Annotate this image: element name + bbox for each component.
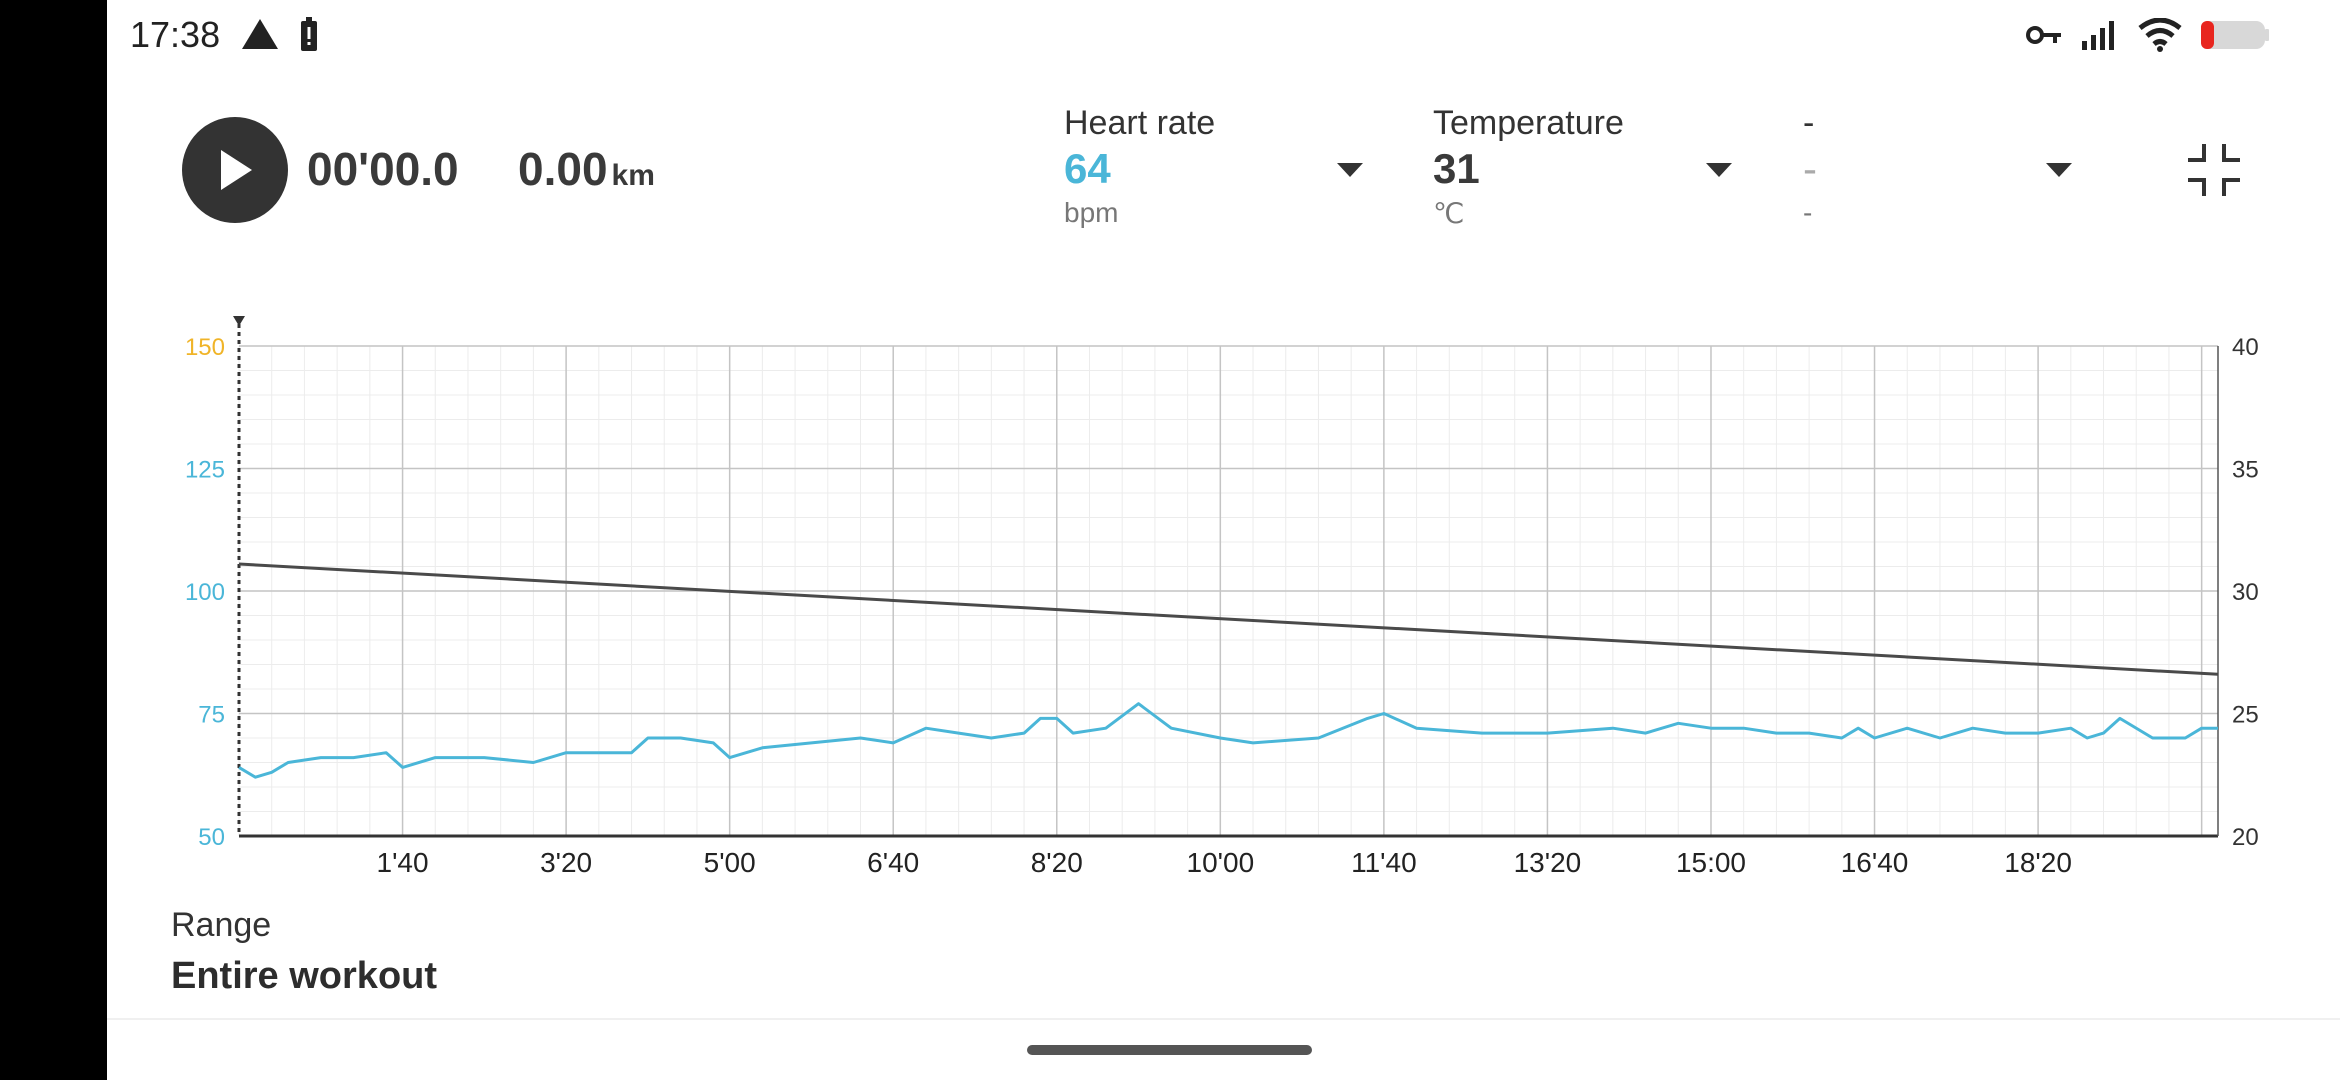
dropdown-arrow-icon[interactable]: [1336, 162, 1364, 178]
distance-readout: 0.00 km: [518, 142, 655, 196]
x-tick-label: 6'40: [867, 847, 919, 878]
heart-rate-line: [238, 702, 2218, 779]
metric-label: -: [1803, 104, 1815, 142]
metric-selector-empty[interactable]: - - -: [1803, 104, 2073, 229]
camera-cutout: [0, 0, 107, 1080]
x-tick-label: 11'40: [1351, 847, 1417, 878]
range-label: Range: [171, 906, 272, 944]
metric-unit: ℃: [1433, 198, 1465, 229]
status-left-icons: [240, 16, 320, 52]
y-right-tick-label: 40: [2232, 334, 2259, 361]
status-right-icons: [2026, 18, 2270, 52]
signal-icon: [2082, 21, 2114, 50]
dropdown-arrow-icon[interactable]: [2045, 162, 2073, 178]
y-left-tick-label: 100: [185, 579, 225, 606]
home-indicator[interactable]: [1027, 1045, 1312, 1055]
metric-value: 64: [1064, 145, 1111, 192]
metric-selector-heart-rate[interactable]: Heart rate 64 bpm: [1064, 104, 1364, 229]
x-tick-label: 13'20: [1514, 847, 1582, 878]
play-button[interactable]: [182, 117, 288, 223]
status-time: 17:38: [130, 14, 221, 55]
y-left-tick-label: 125: [185, 457, 225, 484]
x-tick-label: 1'40: [377, 847, 429, 878]
x-tick-label: 18'20: [2004, 847, 2072, 878]
metric-label: Temperature: [1433, 104, 1624, 142]
y-right-tick-label: 25: [2232, 702, 2259, 729]
playhead-marker: [233, 316, 245, 326]
metric-unit: -: [1803, 197, 1813, 228]
y-right-tick-label: 20: [2232, 824, 2259, 851]
battery-icon: [2201, 21, 2269, 49]
workout-chart-svg: 1'40 3'20 5'00 6'40 8'20 10'00 11'40 13'20 15:00…: [185, 316, 2259, 878]
x-tick-label: 15:00: [1676, 847, 1746, 878]
duration-readout: 00'00.0: [307, 143, 459, 195]
metric-label: Heart rate: [1064, 104, 1216, 142]
metric-unit: bpm: [1064, 197, 1119, 228]
play-icon: [221, 150, 252, 190]
exit-fullscreen-icon[interactable]: [2186, 142, 2242, 198]
metric-value: 31: [1433, 145, 1480, 192]
vpn-key-icon: [2026, 26, 2061, 44]
y-left-tick-label: 50: [198, 824, 225, 851]
dropdown-arrow-icon[interactable]: [1705, 162, 1733, 178]
x-tick-label: 5'00: [704, 847, 756, 878]
x-tick-label: 3'20: [540, 847, 592, 878]
wifi-icon: [2138, 18, 2182, 52]
divider: [107, 1018, 2340, 1020]
distance-unit: km: [611, 159, 655, 192]
x-tick-label: 16'40: [1841, 847, 1909, 878]
metric-selector-temperature[interactable]: Temperature 31 ℃: [1433, 104, 1733, 230]
range-selector[interactable]: Entire workout: [171, 955, 438, 997]
metric-value: -: [1803, 145, 1817, 192]
x-tick-label: 8'20: [1031, 847, 1083, 878]
y-right-tick-label: 30: [2232, 579, 2259, 606]
battery-alert-icon: [301, 17, 317, 51]
y-right-tick-label: 35: [2232, 457, 2259, 484]
distance-value: 0.00: [518, 143, 608, 195]
x-tick-label: 10'00: [1187, 847, 1255, 878]
temperature-line: [238, 562, 2219, 676]
notification-triangle-icon: [242, 19, 278, 49]
y-left-tick-label: 150: [185, 334, 225, 361]
y-left-tick-label: 75: [198, 702, 225, 729]
workout-chart[interactable]: 1'40 3'20 5'00 6'40 8'20 10'00 11'40 13'20 15:00…: [0, 290, 2340, 890]
